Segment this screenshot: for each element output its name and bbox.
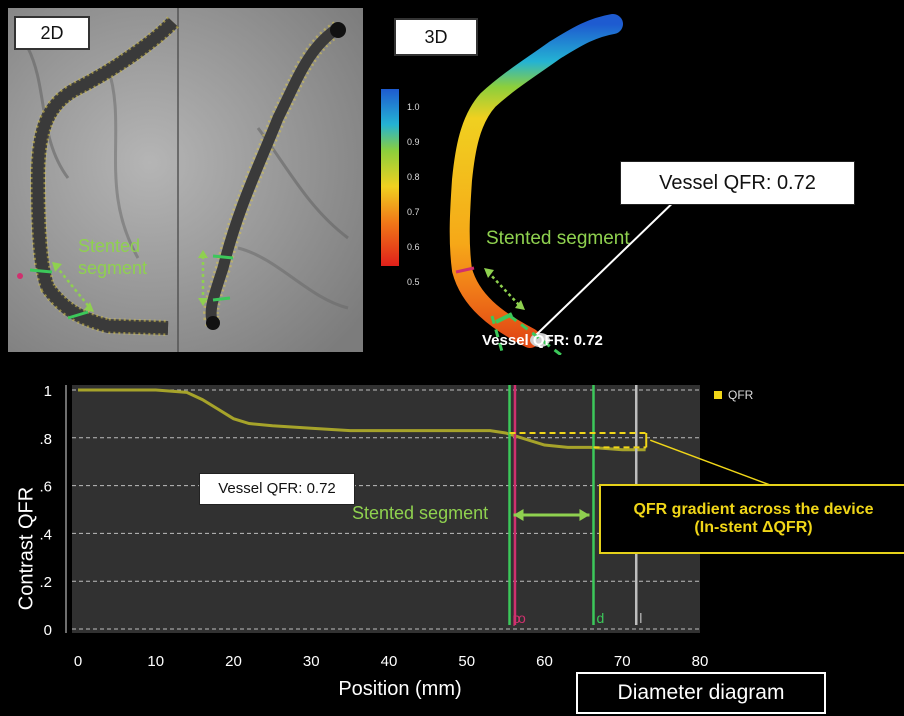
x-tick-label: 30 xyxy=(303,653,320,670)
label-3d: 3D xyxy=(394,18,478,56)
x-tick-label: 70 xyxy=(614,653,631,670)
y-tick-label: .4 xyxy=(39,526,52,543)
arrow-head-left xyxy=(513,509,524,521)
x-tick-label: 20 xyxy=(225,653,242,670)
qfr-3d-reconstruction xyxy=(381,14,685,360)
stented-segment-label-3d: Stented segment xyxy=(486,228,630,249)
y-tick-label: .2 xyxy=(39,574,52,591)
legend-label: QFR xyxy=(728,388,754,402)
vessel-qfr-callout: Vessel QFR: 0.72 xyxy=(620,161,855,205)
vessel-qfr-box: Vessel QFR: 0.72 xyxy=(199,473,355,505)
arrow-head-right xyxy=(579,509,590,521)
x-tick-label: 40 xyxy=(381,653,398,670)
y-tick-label: 0 xyxy=(44,622,52,639)
qfr-series-line xyxy=(78,388,646,452)
x-axis-label: Position (mm) xyxy=(338,678,462,700)
y-tick-label: .8 xyxy=(39,431,52,448)
colorbar-tick: 1.0 xyxy=(407,102,420,112)
x-tick-label: 60 xyxy=(536,653,553,670)
stented-segment-chart-label: Stented segment xyxy=(352,503,489,523)
qfr-gradient-box: QFR gradient across the device (In-stent… xyxy=(599,484,904,554)
stented-segment-label-2d: Stented segment xyxy=(78,236,148,278)
angiography-2d-panel: 2D Stented segment xyxy=(8,8,363,352)
y-axis-label-wrap: Contrast QFR xyxy=(14,465,44,635)
marker-label-p: p xyxy=(513,610,521,626)
marker-label-l: l xyxy=(639,610,642,626)
marker-label-d: d xyxy=(596,610,604,626)
y-tick-label: 1 xyxy=(44,383,52,400)
delta-qfr-pointer xyxy=(649,439,771,486)
colorbar-tick: 0.5 xyxy=(407,277,420,287)
qfr-gradient-line1: QFR gradient across the device xyxy=(633,501,874,518)
x-tick-label: 50 xyxy=(458,653,475,670)
colorbar-tick: 0.6 xyxy=(407,242,420,252)
chart-legend: QFR xyxy=(714,388,753,402)
x-tick-label: 0 xyxy=(74,653,82,670)
qfr-colorbar xyxy=(381,89,399,266)
marker-label-o: o xyxy=(518,610,526,626)
colorbar-tick: 0.8 xyxy=(407,172,420,182)
colorbar-ticks: 1.0 0.9 0.8 0.7 0.6 0.5 xyxy=(407,90,420,300)
y-tick-label: .6 xyxy=(39,479,52,496)
legend-swatch xyxy=(714,391,722,399)
colorbar-tick: 0.9 xyxy=(407,137,420,147)
qfr-gradient-line2: (In-stent ΔQFR) xyxy=(694,519,813,536)
x-tick-label: 80 xyxy=(692,653,709,670)
qfr-chart: 1 .8 .6 .4 .2 0 0 10 20 30 40 50 60 70 80 po d l xyxy=(39,383,771,670)
colorbar-tick: 0.7 xyxy=(407,207,420,217)
diameter-diagram-button[interactable]: Diameter diagram xyxy=(576,672,826,714)
vessel-qfr-overlay: Vessel QFR: 0.72 xyxy=(482,332,603,349)
angiography-2d-image xyxy=(8,8,363,352)
x-tick-label: 10 xyxy=(147,653,164,670)
label-2d: 2D xyxy=(14,16,90,50)
qfr-plot-area xyxy=(72,385,700,633)
y-axis-label: Contrast QFR xyxy=(15,486,38,611)
